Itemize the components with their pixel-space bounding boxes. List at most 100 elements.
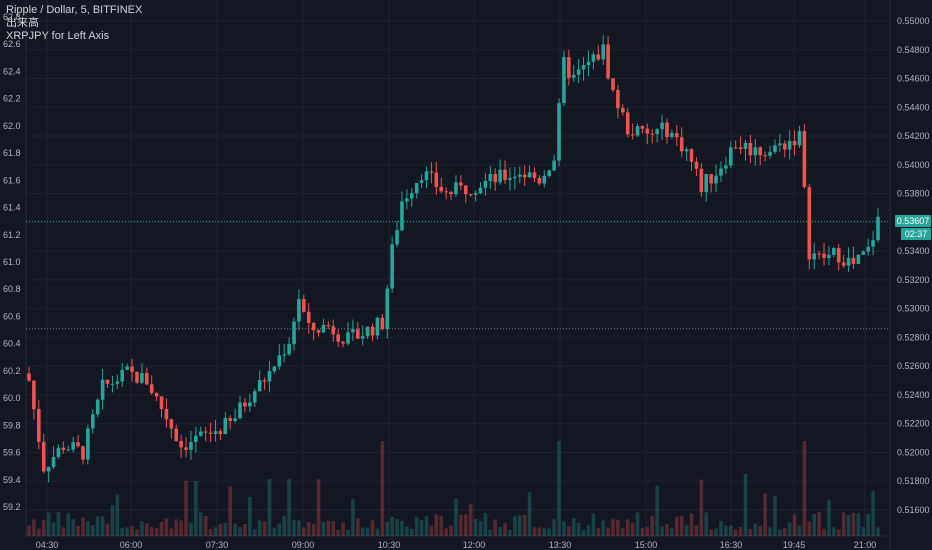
volume-bar [174,519,179,536]
time-axis-tick-label: 06:00 [120,540,143,550]
candle-body [733,147,738,149]
volume-bar [483,512,488,536]
bar-countdown-tag: 02:37 [901,228,931,241]
candle-body [704,174,709,193]
volume-bar [758,525,763,536]
time-axis-tick-label: 12:00 [463,540,486,550]
right-axis-tick-label: 0.52200 [897,419,930,429]
candle-body [140,373,144,383]
candle-body [591,54,596,62]
volume-bar [140,521,144,536]
volume-bar [228,486,233,536]
volume-bar [699,479,704,536]
chart-legend: Ripple / Dollar, 5, BITFINEX 出来高 XRPJPY … [6,4,142,43]
candle-body [517,174,522,177]
left-axis-tick-label: 62.0 [3,121,21,131]
volume-bar [876,527,880,536]
volume-bar [390,516,394,536]
left-axis-tick-label: 59.6 [3,448,21,458]
volume-bar [252,529,257,536]
volume-bar [841,512,846,536]
candle-body [115,381,120,384]
candle-body [169,419,174,429]
candle-body [542,175,547,184]
candle-body [498,169,502,183]
volume-bar [159,521,164,536]
candle-body [51,457,56,468]
volume-bar [753,523,758,536]
symbol-title: Ripple / Dollar, 5, BITFINEX [6,4,143,16]
candle-body [395,230,399,245]
candle-body [488,174,493,181]
volume-bar [508,529,512,536]
volume-bar [257,520,262,536]
volume-bar [537,527,542,536]
volume-bar [743,473,748,536]
volume-bar [513,516,517,536]
candle-body [773,145,777,152]
volume-bar [738,526,743,536]
candle-body [724,165,728,169]
candle-body [807,187,812,260]
right-axis-tick-label: 0.51600 [897,505,930,515]
candle-body [120,369,125,382]
left-axis-tick-label: 59.2 [3,502,21,512]
candle-body [576,69,581,75]
volume-bar [331,521,336,536]
left-axis-tick-label: 62.2 [3,94,21,104]
candle-body [326,325,331,327]
candle-body [709,174,713,184]
candle-body [665,122,669,138]
volume-bar [277,523,282,536]
volume-bar [694,525,699,536]
volume-bar [248,496,252,536]
candle-body [478,187,483,194]
left-axis-tick-label: 62.8 [3,12,21,22]
volume-bar [311,523,316,536]
volume-bar [728,525,733,536]
volume-bar [861,526,866,536]
candle-body [552,160,556,171]
volume-bar [272,527,277,536]
candle-body [81,446,85,460]
candle-body [424,171,429,181]
volume-bar [419,520,424,536]
candle-body [302,299,306,312]
volume-bar [336,529,340,536]
candle-body [316,330,321,333]
volume-bar [380,441,385,536]
time-axis-tick-label: 09:00 [292,540,315,550]
candle-body [513,176,517,179]
candle-body [719,168,723,176]
candle-body [223,418,228,435]
volume-bar [203,515,208,536]
volume-bar [817,512,821,536]
candle-body [812,253,817,260]
candle-body [164,408,169,420]
right-axis-tick-label: 0.52800 [897,332,930,342]
candle-body [174,428,179,442]
volume-bar [478,521,483,536]
volume-bar [297,520,301,536]
volume-bar [709,529,713,536]
candle-body [841,262,846,266]
candle-body [154,393,159,397]
volume-bar [184,480,188,536]
volume-bar [292,519,296,536]
candle-body [336,334,340,342]
time-axis-tick-label: 15:00 [635,540,658,550]
candle-body [27,373,31,381]
candle-body [257,380,262,392]
volume-bar [243,524,247,536]
volume-bar [522,514,527,536]
volume-bar [503,523,507,536]
right-axis-tick-label: 0.53800 [897,189,930,199]
volume-bar [130,525,134,536]
candle-body [46,467,51,472]
candle-body [743,142,748,149]
right-axis-tick-label: 0.54000 [897,160,930,170]
candle-body [567,57,571,78]
candle-body [409,193,414,199]
volume-bar [733,529,738,536]
